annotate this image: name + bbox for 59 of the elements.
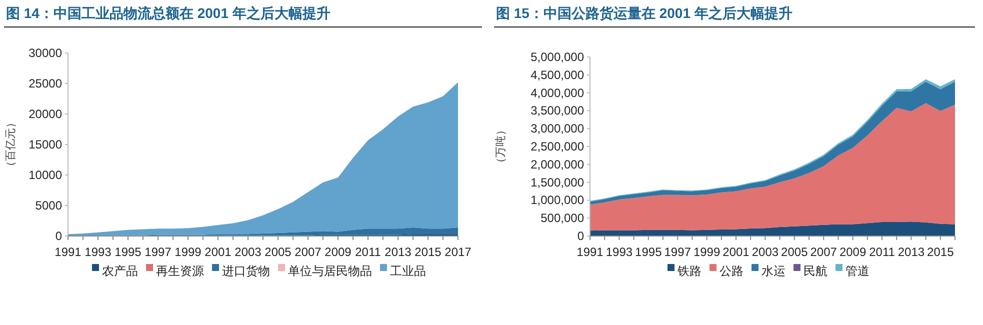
legend-label: 农产品 xyxy=(102,264,138,278)
y-tick-label: 5,000,000 xyxy=(530,50,584,64)
x-tick-label: 1995 xyxy=(114,245,142,259)
y-tick-label: 3,500,000 xyxy=(530,104,584,118)
x-tick-label: 2003 xyxy=(752,245,779,259)
y-tick-label: 4,000,000 xyxy=(530,86,584,100)
x-tick-label: 2013 xyxy=(384,245,412,259)
y-tick-label: 2,500,000 xyxy=(530,140,584,154)
legend-label: 水运 xyxy=(762,264,786,278)
y-tick-label: 1,000,000 xyxy=(530,193,584,208)
x-tick-label: 1999 xyxy=(174,245,202,259)
x-tick-label: 1991 xyxy=(54,245,82,259)
x-tick-label: 2013 xyxy=(898,245,925,259)
x-tick-label: 2007 xyxy=(294,245,322,259)
legend-label: 单位与居民物品 xyxy=(288,264,372,278)
y-tick-label: 5000 xyxy=(35,198,62,212)
y-tick-label: 4,500,000 xyxy=(530,68,584,82)
x-tick-label: 2005 xyxy=(264,245,292,259)
x-tick-label: 1991 xyxy=(576,245,604,259)
y-tick-label: 15000 xyxy=(28,138,62,152)
y-tick-label: 2,000,000 xyxy=(530,157,584,172)
x-tick-label: 2007 xyxy=(810,245,838,259)
legend-label: 民航 xyxy=(804,264,828,278)
y-tick-label: 10000 xyxy=(28,168,62,182)
x-tick-label: 1993 xyxy=(84,245,112,259)
x-tick-label: 2015 xyxy=(927,245,954,259)
chart-title: 图 15：中国公路货运量在 2001 年之后大幅提升 xyxy=(496,5,792,21)
x-tick-label: 2011 xyxy=(869,245,896,259)
x-tick-label: 2001 xyxy=(204,245,232,259)
x-tick-label: 2003 xyxy=(234,245,262,259)
x-tick-label: 2001 xyxy=(722,245,750,259)
x-tick-label: 1997 xyxy=(664,245,692,259)
x-tick-label: 2015 xyxy=(414,245,442,259)
x-tick-label: 2009 xyxy=(839,245,866,259)
y-tick-label: 0 xyxy=(577,229,584,243)
legend-label: 铁路 xyxy=(676,264,702,278)
legend-label: 管道 xyxy=(846,264,870,278)
x-tick-label: 2005 xyxy=(781,245,808,259)
x-tick-label: 1995 xyxy=(635,245,662,259)
y-tick-label: 3,000,000 xyxy=(530,122,584,136)
y-axis-title: （百亿元） xyxy=(5,117,17,172)
x-tick-label: 1999 xyxy=(693,245,720,259)
legend-label: 再生资源 xyxy=(156,264,204,278)
x-tick-label: 2017 xyxy=(444,245,472,259)
y-tick-label: 30000 xyxy=(28,46,62,60)
x-tick-label: 2011 xyxy=(355,245,382,259)
y-tick-label: 25000 xyxy=(28,76,62,90)
chart-title: 图 14：中国工业品物流总额在 2001 年之后大幅提升 xyxy=(6,5,330,21)
x-tick-label: 1993 xyxy=(606,245,633,259)
legend-label: 工业品 xyxy=(390,264,426,278)
y-tick-label: 20000 xyxy=(28,107,62,121)
y-tick-label: 1,500,000 xyxy=(530,175,584,190)
y-tick-label: 0 xyxy=(55,229,62,243)
y-axis-title: （万吨） xyxy=(494,124,507,168)
x-tick-label: 1997 xyxy=(144,245,172,259)
legend-label: 公路 xyxy=(720,264,744,278)
y-tick-label: 500,000 xyxy=(540,211,584,226)
x-tick-label: 2009 xyxy=(324,245,352,259)
legend-label: 进口货物 xyxy=(222,264,270,278)
